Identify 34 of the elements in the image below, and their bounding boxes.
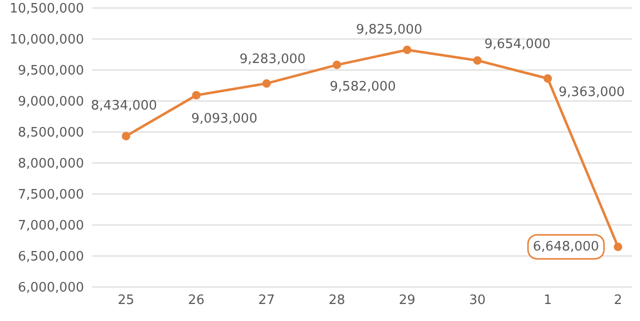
y-tick-label: 10,000,000 [10, 32, 84, 48]
y-tick-label: 9,500,000 [18, 64, 84, 79]
point [192, 90, 201, 100]
data-label: 9,825,000 [356, 22, 422, 38]
x-tick-label: 1 [544, 293, 552, 308]
x-tick-label: 25 [118, 293, 134, 308]
y-tick-label: 6,500,000 [18, 250, 84, 265]
x-tick-label: 28 [328, 293, 346, 308]
point [614, 242, 622, 252]
data-label: 9,363,000 [558, 84, 625, 100]
y-tick-label: 10,500,000 [10, 2, 84, 17]
y-tick-label: 8,500,000 [18, 126, 84, 141]
point [543, 74, 552, 83]
y-tick-label: 7,500,000 [18, 188, 84, 203]
data-label: 9,582,000 [330, 79, 396, 94]
data-label: 9,283,000 [239, 52, 306, 67]
x-tick-label: 29 [398, 293, 416, 308]
y-tick-label: 8,000,000 [18, 156, 84, 172]
point [262, 79, 271, 88]
y-tick-label: 6,000,000 [18, 280, 84, 296]
data-label: 9,093,000 [191, 112, 258, 127]
data-label: 8,434,000 [90, 98, 158, 114]
x-tick-label: 2 [614, 293, 622, 308]
y-tick-label: 7,000,000 [18, 218, 84, 234]
point [473, 56, 482, 65]
x-tick-label: 26 [188, 293, 205, 308]
point [122, 132, 130, 140]
point [332, 60, 342, 70]
x-tick-label: 30 [469, 293, 486, 308]
data-label: 9,654,000 [484, 36, 551, 52]
data-label: 6,648,000 [532, 239, 600, 254]
y-tick-label: 9,000,000 [18, 94, 84, 110]
point [402, 46, 412, 54]
x-tick-label: 27 [258, 293, 275, 308]
